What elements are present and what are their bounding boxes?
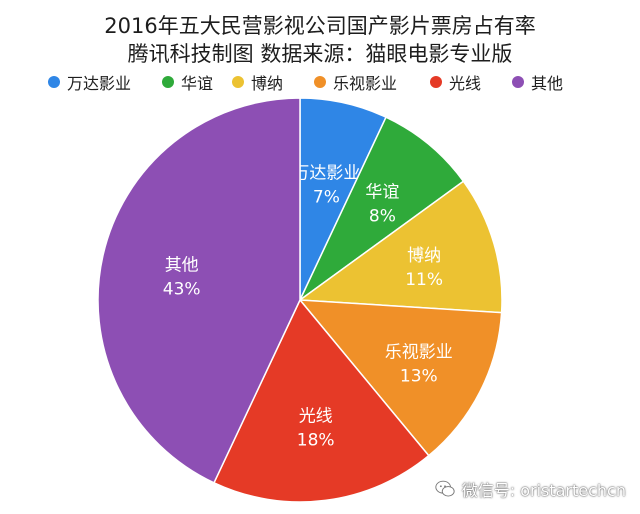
legend-item-guangxian: 光线 (430, 71, 481, 93)
slice-bona (297, 180, 503, 314)
slice-value-label: 8% (369, 206, 396, 226)
slice-value-label: 7% (313, 188, 340, 208)
slice-name-label: 博纳 (407, 246, 441, 266)
slice-guangxian (212, 298, 430, 503)
legend-item-bona: 博纳 (232, 71, 283, 93)
slice-value-label: 18% (297, 430, 335, 450)
legend-item-letv: 乐视影业 (314, 71, 397, 93)
slice-other (97, 97, 301, 484)
watermark-text: 微信号: oristartechcn (461, 481, 626, 500)
slice-huayi (299, 116, 465, 301)
chart-title: 2016年五大民营影视公司国产影片票房占有率 (104, 14, 536, 38)
slice-value-label: 43% (163, 280, 201, 300)
legend-swatch (314, 76, 326, 88)
legend-swatch (162, 76, 174, 88)
legend-item-huayi: 华谊 (162, 71, 213, 93)
slice-name-label: 华谊 (365, 182, 399, 202)
watermark: 微信号: oristartechcn (434, 476, 626, 502)
legend-item-other: 其他 (512, 71, 563, 93)
slice-name-label: 其他 (165, 256, 199, 276)
legend-item-wanda: 万达影业 (48, 71, 131, 93)
legend-label: 华谊 (181, 74, 214, 93)
legend-label: 光线 (449, 74, 482, 93)
slice-name-label: 万达影业 (292, 164, 360, 184)
legend-swatch (48, 76, 60, 88)
legend-label: 乐视影业 (333, 74, 398, 93)
slice-value-label: 13% (400, 367, 438, 387)
wechat-icon (435, 480, 455, 497)
chart-subtitle: 腾讯科技制图 数据来源：猫眼电影专业版 (127, 42, 513, 66)
legend-label: 博纳 (251, 74, 284, 93)
chart-legend: 万达影业 华谊 博纳 乐视影业 光线 其他 (0, 71, 640, 95)
slice-name-label: 乐视影业 (385, 343, 453, 363)
legend-swatch (430, 76, 442, 88)
legend-label: 万达影业 (67, 74, 132, 93)
slice-letv (298, 299, 503, 457)
legend-swatch (232, 76, 244, 88)
slice-value-label: 11% (405, 270, 443, 290)
legend-swatch (512, 76, 524, 88)
slice-name-label: 光线 (299, 406, 333, 426)
legend-label: 其他 (531, 74, 564, 93)
